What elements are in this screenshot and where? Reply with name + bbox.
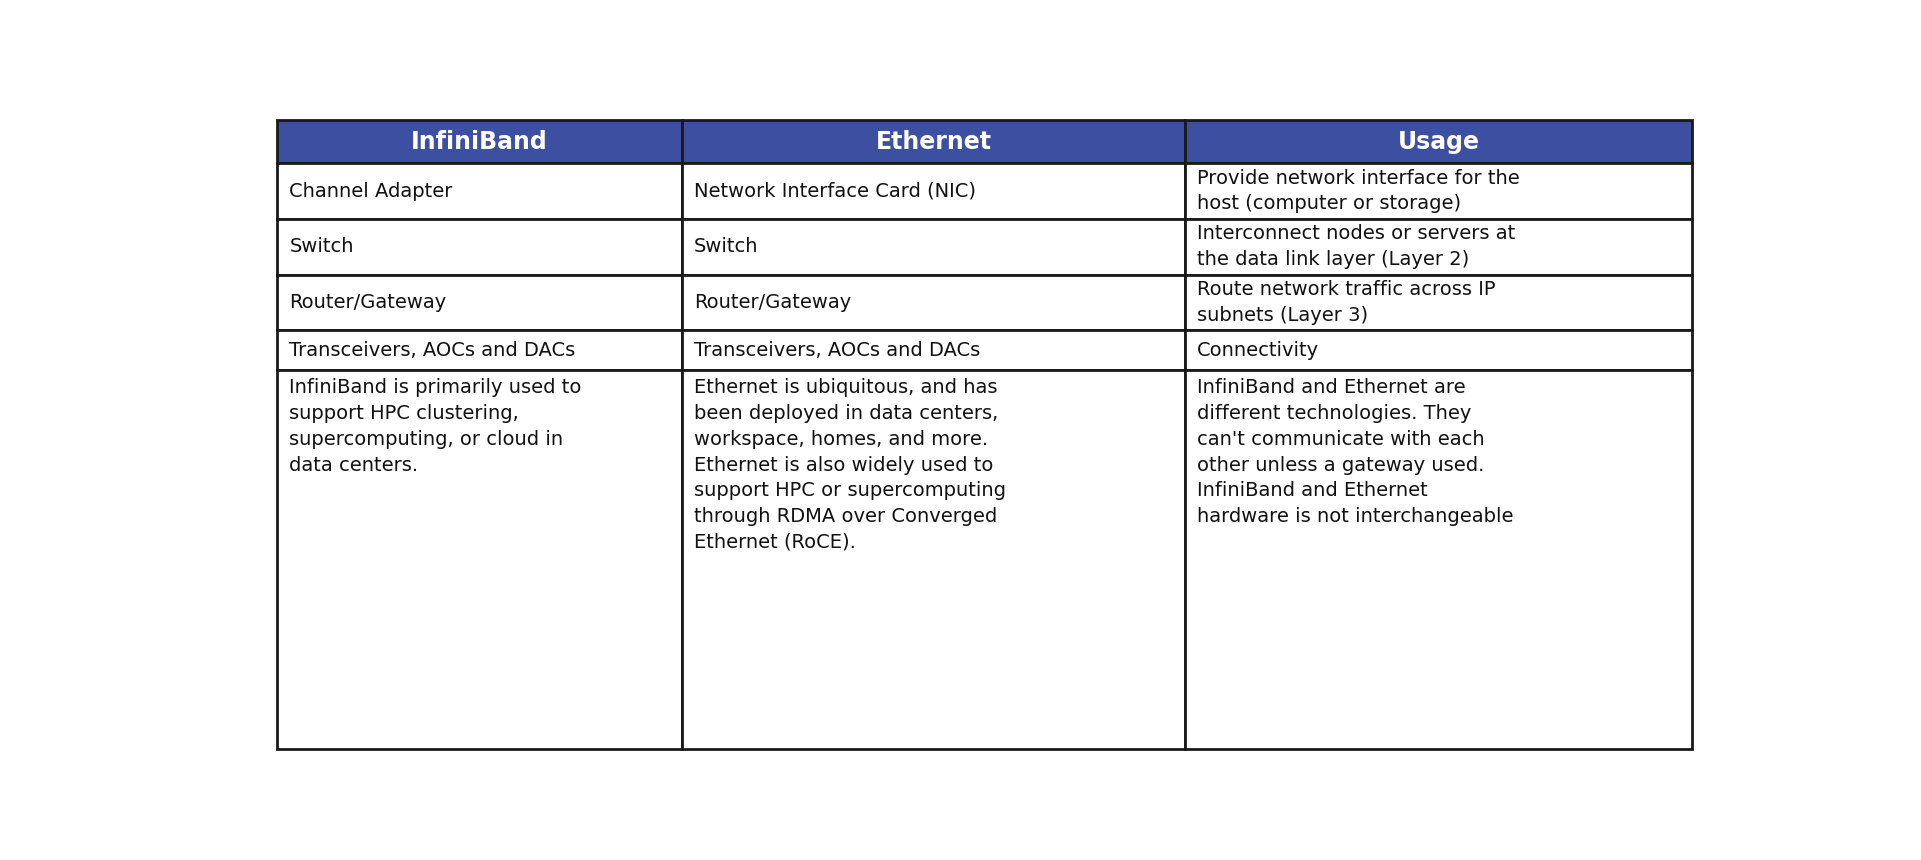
Bar — [277, 219, 682, 274]
Text: Usage: Usage — [1397, 130, 1479, 154]
Bar — [1185, 274, 1692, 330]
Text: Ethernet: Ethernet — [876, 130, 991, 154]
Bar — [277, 371, 682, 749]
Bar — [1185, 163, 1692, 219]
Bar — [277, 330, 682, 371]
Text: Ethernet is ubiquitous, and has
been deployed in data centers,
workspace, homes,: Ethernet is ubiquitous, and has been dep… — [693, 378, 1007, 552]
Bar — [277, 274, 682, 330]
Text: Provide network interface for the
host (computer or storage): Provide network interface for the host (… — [1197, 169, 1520, 213]
Text: InfiniBand and Ethernet are
different technologies. They
can't communicate with : InfiniBand and Ethernet are different te… — [1197, 378, 1514, 526]
Text: InfiniBand is primarily used to
support HPC clustering,
supercomputing, or cloud: InfiniBand is primarily used to support … — [290, 378, 582, 475]
Text: Transceivers, AOCs and DACs: Transceivers, AOCs and DACs — [290, 341, 576, 359]
Bar — [682, 120, 1185, 163]
Bar — [682, 163, 1185, 219]
Text: Transceivers, AOCs and DACs: Transceivers, AOCs and DACs — [693, 341, 980, 359]
Bar — [682, 219, 1185, 274]
Bar — [682, 371, 1185, 749]
Bar — [682, 274, 1185, 330]
Text: Router/Gateway: Router/Gateway — [290, 292, 446, 312]
Bar — [682, 330, 1185, 371]
Bar — [1185, 219, 1692, 274]
Bar — [1185, 120, 1692, 163]
Text: Channel Adapter: Channel Adapter — [290, 181, 453, 200]
Text: InfiniBand: InfiniBand — [411, 130, 547, 154]
Text: Connectivity: Connectivity — [1197, 341, 1320, 359]
Bar — [277, 163, 682, 219]
Bar — [277, 120, 682, 163]
Text: Network Interface Card (NIC): Network Interface Card (NIC) — [693, 181, 976, 200]
Text: Switch: Switch — [290, 237, 353, 256]
Text: Switch: Switch — [693, 237, 759, 256]
Text: Route network traffic across IP
subnets (Layer 3): Route network traffic across IP subnets … — [1197, 280, 1496, 325]
Bar — [1185, 330, 1692, 371]
Bar — [1185, 371, 1692, 749]
Text: Router/Gateway: Router/Gateway — [693, 292, 851, 312]
Text: Interconnect nodes or servers at
the data link layer (Layer 2): Interconnect nodes or servers at the dat… — [1197, 224, 1516, 269]
